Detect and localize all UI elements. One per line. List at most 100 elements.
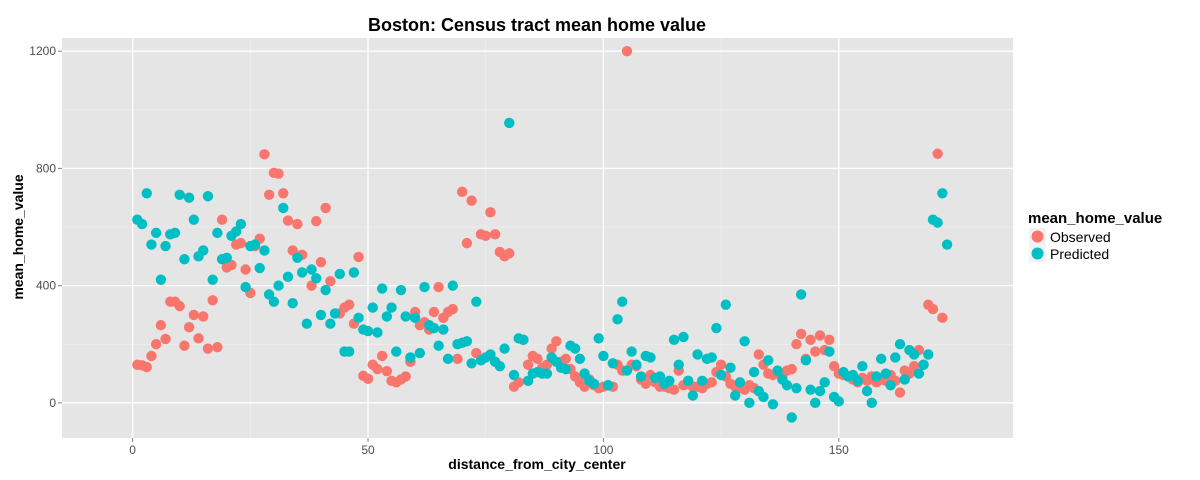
data-point-observed — [932, 148, 943, 159]
data-point-predicted — [438, 324, 449, 335]
data-point-predicted — [645, 352, 656, 363]
data-point-observed — [753, 349, 764, 360]
data-point-predicted — [198, 245, 209, 256]
data-point-predicted — [692, 349, 703, 360]
data-point-predicted — [687, 390, 699, 401]
data-point-predicted — [207, 274, 218, 285]
series-predicted — [132, 117, 953, 423]
data-point-predicted — [767, 399, 779, 410]
data-point-predicted — [391, 346, 402, 357]
data-point-predicted — [395, 284, 407, 296]
y-tick-label: 1200 — [29, 44, 56, 58]
data-point-predicted — [607, 358, 619, 369]
data-point-predicted — [273, 280, 284, 291]
data-point-predicted — [508, 369, 520, 381]
data-point-predicted — [762, 355, 774, 366]
data-point-observed — [353, 251, 364, 263]
data-point-observed — [466, 195, 477, 206]
data-point-predicted — [697, 375, 708, 387]
data-point-predicted — [819, 377, 830, 388]
data-point-observed — [146, 350, 157, 362]
data-point-predicted — [668, 334, 680, 346]
data-point-predicted — [932, 217, 943, 228]
data-point-predicted — [758, 391, 769, 403]
data-point-predicted — [136, 218, 148, 230]
data-point-predicted — [409, 312, 421, 324]
data-point-observed — [621, 45, 633, 57]
data-point-observed — [188, 309, 200, 321]
data-point-observed — [212, 341, 223, 353]
x-tick-label: 0 — [129, 443, 136, 457]
data-point-predicted — [541, 368, 553, 379]
data-point-predicted — [574, 353, 586, 365]
data-point-observed — [202, 343, 214, 354]
data-point-predicted — [381, 311, 393, 322]
data-point-predicted — [183, 192, 195, 203]
data-point-predicted — [400, 311, 411, 322]
data-point-predicted — [612, 314, 623, 325]
data-point-predicted — [301, 318, 313, 329]
legend-key-predicted — [1031, 247, 1044, 260]
data-point-observed — [715, 359, 727, 370]
data-point-observed — [259, 149, 270, 160]
data-point-predicted — [824, 346, 835, 357]
data-point-predicted — [810, 397, 821, 409]
data-point-observed — [814, 330, 826, 341]
legend: mean_home_value Observed Predicted — [1028, 210, 1162, 262]
data-point-predicted — [899, 374, 910, 385]
data-point-predicted — [353, 312, 364, 324]
data-point-predicted — [329, 308, 341, 319]
data-point-observed — [198, 311, 209, 322]
data-point-predicted — [857, 361, 868, 372]
data-point-observed — [263, 189, 275, 200]
data-point-observed — [179, 340, 190, 351]
data-point-predicted — [711, 322, 722, 334]
data-point-observed — [810, 346, 821, 357]
data-point-predicted — [781, 380, 793, 391]
data-point-predicted — [259, 245, 270, 256]
data-point-predicted — [833, 396, 845, 407]
data-point-observed — [894, 387, 906, 398]
data-point-predicted — [923, 349, 934, 360]
data-point-predicted — [372, 327, 383, 338]
legend-key-observed — [1031, 230, 1044, 243]
data-point-predicted — [292, 252, 303, 263]
data-point-predicted — [249, 239, 261, 250]
data-point-predicted — [419, 281, 430, 293]
data-point-observed — [207, 295, 218, 306]
data-point-observed — [343, 299, 355, 310]
data-point-predicted — [428, 322, 440, 334]
data-point-predicted — [602, 380, 614, 391]
data-point-predicted — [325, 318, 336, 329]
legend-title: mean_home_value — [1028, 210, 1162, 227]
data-point-observed — [311, 215, 322, 227]
data-point-predicted — [621, 365, 633, 376]
data-point-predicted — [937, 188, 948, 199]
data-point-observed — [560, 353, 571, 365]
data-point-observed — [532, 353, 543, 365]
data-point-observed — [292, 218, 303, 230]
data-point-predicted — [791, 382, 802, 394]
data-point-observed — [150, 339, 162, 350]
data-point-predicted — [617, 296, 628, 307]
axes: 0 50 100 150 0 400 800 1200 — [29, 44, 849, 457]
data-point-predicted — [405, 352, 416, 363]
data-point-predicted — [188, 214, 200, 225]
data-point-predicted — [518, 334, 529, 346]
data-point-observed — [786, 363, 797, 375]
data-point-predicted — [861, 385, 873, 397]
data-point-observed — [372, 363, 383, 375]
data-point-predicted — [499, 343, 510, 354]
data-point-observed — [320, 202, 331, 214]
data-point-predicted — [918, 359, 929, 370]
data-point-predicted — [202, 191, 214, 202]
data-point-predicted — [150, 227, 162, 239]
data-point-predicted — [814, 385, 826, 397]
data-point-observed — [795, 328, 807, 340]
data-point-predicted — [278, 202, 289, 214]
data-point-observed — [376, 350, 388, 362]
data-point-observed — [805, 334, 816, 346]
data-point-predicted — [504, 117, 515, 129]
data-point-observed — [193, 333, 204, 344]
